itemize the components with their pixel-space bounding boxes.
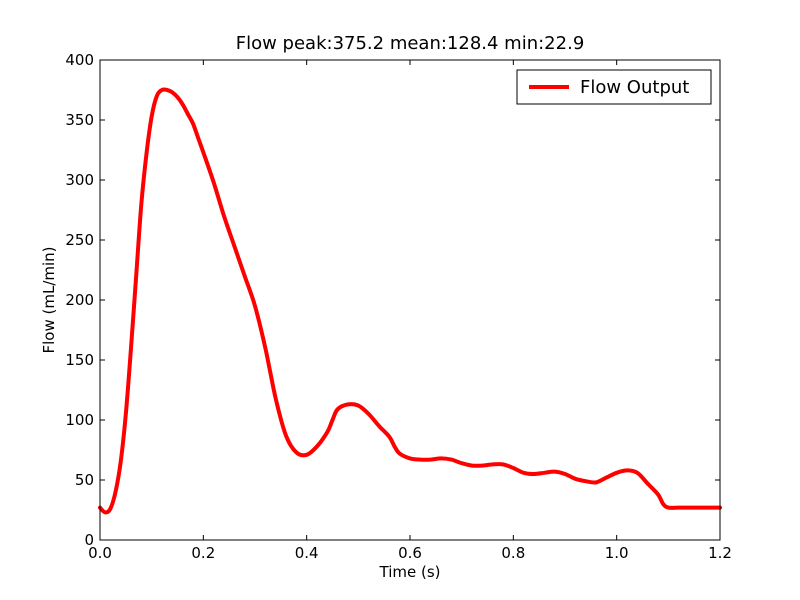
tick-layer: 0.0 0.2 0.4 0.6 0.8 1.0 1.2 0 50 100 150 200 250 300 3…: [65, 51, 732, 562]
y-tick-label: 350: [65, 111, 94, 129]
y-tick-label: 50: [75, 471, 94, 489]
legend-box: [516, 69, 712, 105]
x-tick-label: 0.8: [501, 544, 525, 562]
chart-title: Flow peak:375.2 mean:128.4 min:22.9: [236, 33, 585, 54]
series-layer: [98, 87, 722, 515]
x-tick-label: 0.0: [88, 544, 112, 562]
x-tick-label: 0.6: [398, 544, 422, 562]
y-tick-label: 0: [84, 531, 94, 549]
y-tick-label: 250: [65, 231, 94, 249]
x-tick-label: 0.4: [295, 544, 319, 562]
y-tick-label: 300: [65, 171, 94, 189]
y-tick-label: 100: [65, 411, 94, 429]
axes-frame: [99, 59, 721, 541]
legend: Flow Output: [516, 69, 712, 105]
y-axis-label: Flow (mL/min): [40, 246, 58, 353]
y-tick-label: 400: [65, 51, 94, 69]
series-line-flow-output: [98, 87, 722, 515]
y-tick-label: 150: [65, 351, 94, 369]
plot-area: 0.0 0.2 0.4 0.6 0.8 1.0 1.2 0 50 100 150 200 250 300 3…: [65, 51, 732, 562]
x-tick-label: 0.2: [191, 544, 215, 562]
x-tick-label: 1.2: [708, 544, 732, 562]
x-tick-label: 1.0: [605, 544, 629, 562]
x-axis-label: Time (s): [379, 563, 441, 581]
y-tick-label: 200: [65, 291, 94, 309]
legend-label-flow-output: Flow Output: [580, 77, 689, 98]
